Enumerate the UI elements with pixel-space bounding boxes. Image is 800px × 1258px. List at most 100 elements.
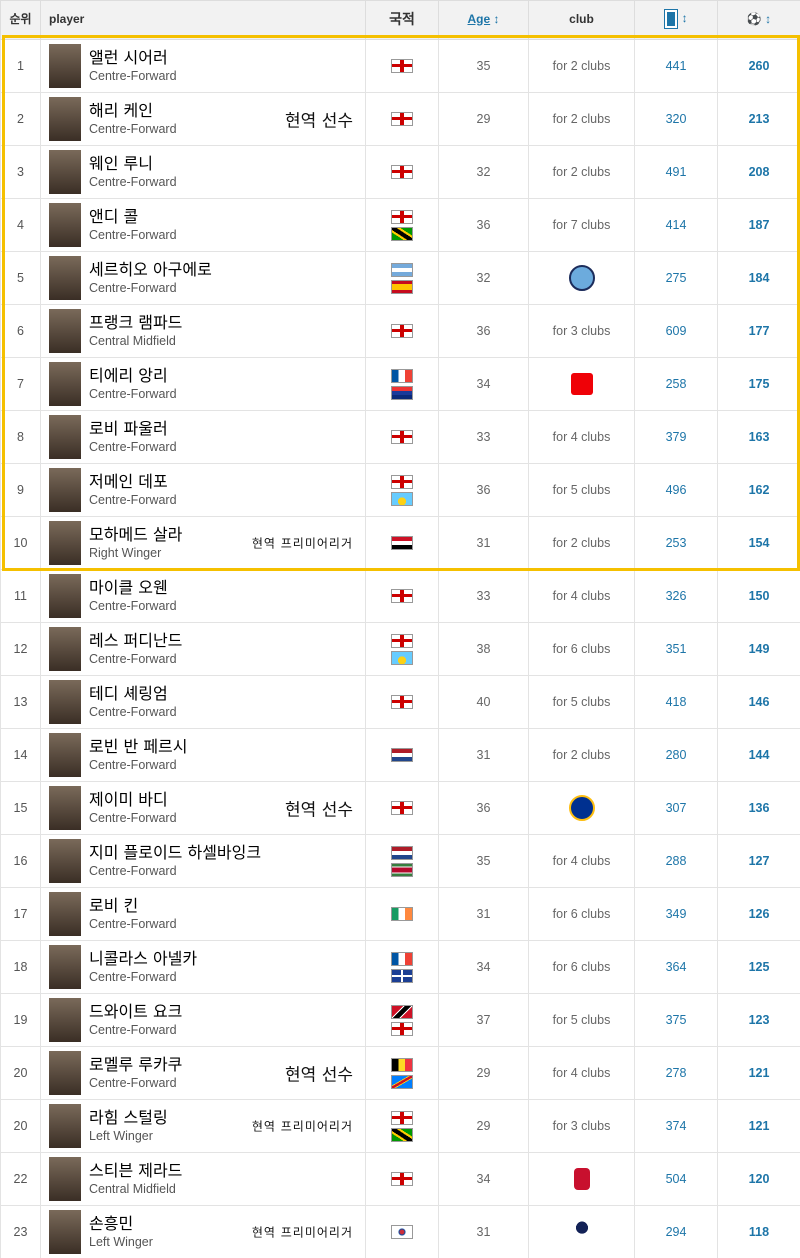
player-cell[interactable]: 저메인 데포 Centre-Forward bbox=[40, 463, 366, 517]
table-row[interactable]: 8 로비 파울러 Centre-Forward 33 for 4 clubs 37… bbox=[0, 410, 800, 464]
goals-cell[interactable]: 149 bbox=[717, 622, 800, 676]
apps-cell[interactable]: 307 bbox=[634, 781, 718, 835]
apps-cell[interactable]: 364 bbox=[634, 940, 718, 994]
player-cell[interactable]: 모하메드 살라 Right Winger 현역 프리미어리거 bbox=[40, 516, 366, 570]
player-cell[interactable]: 제이미 바디 Centre-Forward 현역 선수 bbox=[40, 781, 366, 835]
player-name[interactable]: 마이클 오웬 bbox=[89, 578, 168, 597]
player-cell[interactable]: 해리 케인 Centre-Forward 현역 선수 bbox=[40, 92, 366, 146]
sort-age-link[interactable]: Age bbox=[467, 11, 491, 26]
table-row[interactable]: 13 테디 셰링엄 Centre-Forward 40 for 5 clubs 4… bbox=[0, 675, 800, 729]
player-name[interactable]: 세르히오 아구에로 bbox=[89, 260, 212, 279]
club-count[interactable]: for 5 clubs bbox=[552, 1013, 611, 1027]
table-row[interactable]: 1 앨런 시어러 Centre-Forward 35 for 2 clubs 44… bbox=[0, 39, 800, 93]
apps-cell[interactable]: 504 bbox=[634, 1152, 718, 1206]
club-man-city-logo-icon[interactable] bbox=[568, 265, 595, 291]
goals-cell[interactable]: 177 bbox=[717, 304, 800, 358]
club-count[interactable]: for 2 clubs bbox=[552, 165, 611, 179]
player-name[interactable]: 손흥민 bbox=[89, 1214, 134, 1233]
header-goals[interactable]: ⚽ ↕ bbox=[717, 0, 800, 40]
player-cell[interactable]: 로빈 반 페르시 Centre-Forward bbox=[40, 728, 366, 782]
club-count[interactable]: for 2 clubs bbox=[552, 536, 611, 550]
player-cell[interactable]: 앤디 콜 Centre-Forward bbox=[40, 198, 366, 252]
club-count[interactable]: for 6 clubs bbox=[552, 907, 611, 921]
apps-cell[interactable]: 326 bbox=[634, 569, 718, 623]
table-row[interactable]: 20 라힘 스털링 Left Winger 현역 프리미어리거 29 for 3 c… bbox=[0, 1099, 800, 1153]
table-row[interactable]: 23 손흥민 Left Winger 현역 프리미어리거 31 294 118 bbox=[0, 1205, 800, 1258]
apps-cell[interactable]: 414 bbox=[634, 198, 718, 252]
club-count[interactable]: for 6 clubs bbox=[552, 960, 611, 974]
table-row[interactable]: 5 세르히오 아구에로 Centre-Forward 32 275 184 bbox=[0, 251, 800, 305]
player-cell[interactable]: 손흥민 Left Winger 현역 프리미어리거 bbox=[40, 1205, 366, 1258]
goals-cell[interactable]: 184 bbox=[717, 251, 800, 305]
table-row[interactable]: 15 제이미 바디 Centre-Forward 현역 선수 36 307 136 bbox=[0, 781, 800, 835]
apps-cell[interactable]: 349 bbox=[634, 887, 718, 941]
player-name[interactable]: 프랭크 램파드 bbox=[89, 313, 183, 332]
goals-cell[interactable]: 123 bbox=[717, 993, 800, 1047]
table-row[interactable]: 22 스티븐 제라드 Central Midfield 34 504 120 bbox=[0, 1152, 800, 1206]
player-name[interactable]: 니콜라스 아넬카 bbox=[89, 949, 198, 968]
club-count[interactable]: for 4 clubs bbox=[552, 1066, 611, 1080]
goals-cell[interactable]: 118 bbox=[717, 1205, 800, 1258]
table-row[interactable]: 6 프랭크 램파드 Central Midfield 36 for 3 clubs… bbox=[0, 304, 800, 358]
apps-cell[interactable]: 609 bbox=[634, 304, 718, 358]
goals-cell[interactable]: 150 bbox=[717, 569, 800, 623]
table-row[interactable]: 7 티에리 앙리 Centre-Forward 34 258 175 bbox=[0, 357, 800, 411]
player-name[interactable]: 레스 퍼디난드 bbox=[89, 631, 183, 650]
player-cell[interactable]: 마이클 오웬 Centre-Forward bbox=[40, 569, 366, 623]
player-name[interactable]: 모하메드 살라 bbox=[89, 525, 183, 544]
apps-cell[interactable]: 294 bbox=[634, 1205, 718, 1258]
table-row[interactable]: 4 앤디 콜 Centre-Forward 36 for 7 clubs 414 … bbox=[0, 198, 800, 252]
player-cell[interactable]: 라힘 스털링 Left Winger 현역 프리미어리거 bbox=[40, 1099, 366, 1153]
header-apps[interactable]: ↕ bbox=[634, 0, 718, 40]
player-name[interactable]: 로빈 반 페르시 bbox=[89, 737, 188, 756]
player-name[interactable]: 드와이트 요크 bbox=[89, 1002, 183, 1021]
player-cell[interactable]: 티에리 앙리 Centre-Forward bbox=[40, 357, 366, 411]
goals-cell[interactable]: 120 bbox=[717, 1152, 800, 1206]
apps-cell[interactable]: 275 bbox=[634, 251, 718, 305]
goals-cell[interactable]: 213 bbox=[717, 92, 800, 146]
player-name[interactable]: 앨런 시어러 bbox=[89, 48, 168, 67]
player-cell[interactable]: 지미 플로이드 하셀바잉크 Centre-Forward bbox=[40, 834, 366, 888]
club-count[interactable]: for 5 clubs bbox=[552, 483, 611, 497]
player-cell[interactable]: 로멜루 루카쿠 Centre-Forward 현역 선수 bbox=[40, 1046, 366, 1100]
club-count[interactable]: for 4 clubs bbox=[552, 854, 611, 868]
player-cell[interactable]: 웨인 루니 Centre-Forward bbox=[40, 145, 366, 199]
sort-icon[interactable]: ↕ bbox=[493, 11, 500, 26]
apps-cell[interactable]: 496 bbox=[634, 463, 718, 517]
apps-cell[interactable]: 288 bbox=[634, 834, 718, 888]
table-row[interactable]: 16 지미 플로이드 하셀바잉크 Centre-Forward 35 for 4 … bbox=[0, 834, 800, 888]
club-count[interactable]: for 2 clubs bbox=[552, 59, 611, 73]
table-row[interactable]: 19 드와이트 요크 Centre-Forward 37 for 5 clubs … bbox=[0, 993, 800, 1047]
goals-cell[interactable]: 260 bbox=[717, 39, 800, 93]
table-row[interactable]: 20 로멜루 루카쿠 Centre-Forward 현역 선수 29 for 4 c… bbox=[0, 1046, 800, 1100]
apps-cell[interactable]: 375 bbox=[634, 993, 718, 1047]
table-row[interactable]: 18 니콜라스 아넬카 Centre-Forward 34 for 6 clubs… bbox=[0, 940, 800, 994]
player-name[interactable]: 지미 플로이드 하셀바잉크 bbox=[89, 843, 262, 862]
apps-cell[interactable]: 491 bbox=[634, 145, 718, 199]
apps-cell[interactable]: 258 bbox=[634, 357, 718, 411]
player-name[interactable]: 로멜루 루카쿠 bbox=[89, 1055, 183, 1074]
player-name[interactable]: 테디 셰링엄 bbox=[89, 684, 168, 703]
apps-cell[interactable]: 379 bbox=[634, 410, 718, 464]
player-name[interactable]: 웨인 루니 bbox=[89, 154, 153, 173]
goals-cell[interactable]: 121 bbox=[717, 1046, 800, 1100]
table-row[interactable]: 3 웨인 루니 Centre-Forward 32 for 2 clubs 491… bbox=[0, 145, 800, 199]
club-count[interactable]: for 5 clubs bbox=[552, 695, 611, 709]
club-count[interactable]: for 3 clubs bbox=[552, 324, 611, 338]
apps-cell[interactable]: 280 bbox=[634, 728, 718, 782]
player-name[interactable]: 로비 파울러 bbox=[89, 419, 168, 438]
club-count[interactable]: for 7 clubs bbox=[552, 218, 611, 232]
table-row[interactable]: 9 저메인 데포 Centre-Forward 36 for 5 clubs 49… bbox=[0, 463, 800, 517]
player-cell[interactable]: 프랭크 램파드 Central Midfield bbox=[40, 304, 366, 358]
club-leicester-logo-icon[interactable] bbox=[568, 795, 595, 821]
player-cell[interactable]: 테디 셰링엄 Centre-Forward bbox=[40, 675, 366, 729]
club-count[interactable]: for 4 clubs bbox=[552, 430, 611, 444]
player-name[interactable]: 해리 케인 bbox=[89, 101, 153, 120]
player-name[interactable]: 로비 킨 bbox=[89, 896, 139, 915]
goals-cell[interactable]: 163 bbox=[717, 410, 800, 464]
apps-cell[interactable]: 441 bbox=[634, 39, 718, 93]
player-name[interactable]: 저메인 데포 bbox=[89, 472, 168, 491]
player-name[interactable]: 앤디 콜 bbox=[89, 207, 139, 226]
club-count[interactable]: for 4 clubs bbox=[552, 589, 611, 603]
sort-icon[interactable]: ↕ bbox=[681, 10, 688, 25]
